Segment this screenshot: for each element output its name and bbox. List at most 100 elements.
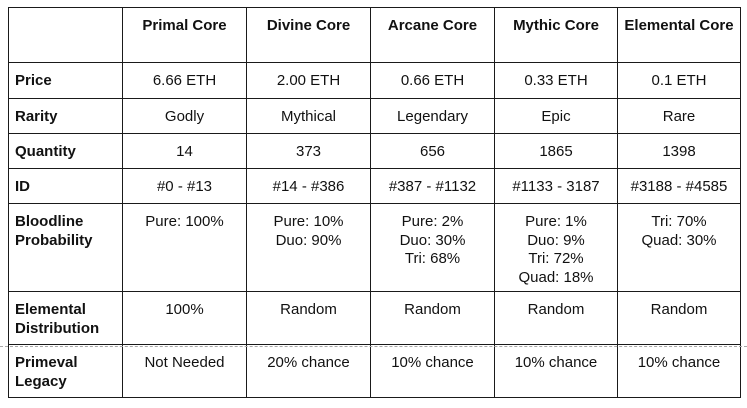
table-cell: Not Needed [122, 344, 247, 398]
cell-line: Rare [662, 108, 696, 125]
table-cell: Rare [617, 98, 741, 134]
table-cell: #387 - #1132 [370, 168, 495, 204]
table-cell: #0 - #13 [122, 168, 247, 204]
table-cell: 1398 [617, 133, 741, 169]
table-cell: Tri: 70% Quad: 30% [617, 203, 741, 292]
page-break-divider [0, 346, 747, 347]
table-row: Quantity 14 373 656 1865 1398 [8, 133, 741, 169]
cell-line: Not Needed [144, 354, 225, 371]
table-cell: 0.1 ETH [617, 62, 741, 99]
table-cell: Pure: 2% Duo: 30% Tri: 68% [370, 203, 495, 292]
table-row: Rarity Godly Mythical Legendary Epic Rare [8, 98, 741, 134]
cores-table: Primal Core Divine Core Arcane Core Myth… [8, 7, 741, 398]
cell-line: #3188 - #4585 [630, 178, 728, 195]
row-label: Quantity [8, 133, 123, 169]
table-cell: Pure: 1% Duo: 9% Tri: 72% Quad: 18% [494, 203, 618, 292]
cell-line: 10% chance [391, 354, 474, 371]
table-cell: Godly [122, 98, 247, 134]
table-cell: Random [617, 291, 741, 345]
table-cell: Pure: 100% [122, 203, 247, 292]
table-cell: Random [494, 291, 618, 345]
cell-line: Pure: 1% [525, 213, 587, 230]
cell-line: Tri: 72% [528, 250, 584, 267]
table-cell: Random [246, 291, 371, 345]
cell-line: Tri: 70% [651, 213, 707, 230]
cell-line: 6.66 ETH [152, 72, 217, 89]
header-mythic-core: Mythic Core [494, 7, 618, 63]
table-cell: #3188 - #4585 [617, 168, 741, 204]
cell-line: 10% chance [514, 354, 598, 371]
cell-line: Pure: 100% [145, 213, 224, 230]
cell-line: Duo: 90% [275, 231, 342, 249]
table-cell: Mythical [246, 98, 371, 134]
header-divine-core: Divine Core [246, 7, 371, 63]
table-cell: #14 - #386 [246, 168, 371, 204]
table-cell: #1133 - 3187 [494, 168, 618, 204]
cell-line: 1865 [539, 143, 573, 160]
cell-line: Duo: 30% [399, 231, 466, 249]
cell-line: Quad: 30% [641, 231, 717, 249]
row-label: Primeval Legacy [8, 344, 123, 398]
cell-line: Mythical [280, 108, 336, 125]
cell-line: 373 [295, 143, 322, 160]
row-label: Price [8, 62, 123, 99]
cell-line: 14 [176, 143, 193, 160]
table-row: Elemental Distribution 100% Random Random Ra… [8, 291, 741, 345]
cell-line: 656 [419, 143, 446, 160]
table-cell: 10% chance [617, 344, 741, 398]
cell-line: 0.33 ETH [524, 72, 588, 89]
cell-line: Random [404, 301, 461, 318]
header-corner [8, 7, 123, 63]
cell-line: 0.1 ETH [651, 72, 707, 89]
table-cell: Pure: 10% Duo: 90% [246, 203, 371, 292]
cell-line: #387 - #1132 [388, 178, 477, 195]
cell-line: 20% chance [267, 354, 350, 371]
header-primal-core: Primal Core [122, 7, 247, 63]
row-label: Rarity [8, 98, 123, 134]
cell-line: 1398 [662, 143, 696, 160]
cell-line: Random [527, 301, 585, 318]
cell-line: 0.66 ETH [400, 72, 465, 89]
cell-line: Duo: 9% [527, 231, 585, 249]
cell-line: #0 - #13 [156, 178, 213, 195]
table-body: Price 6.66 ETH 2.00 ETH 0.66 ETH 0.33 ETH 0.1… [8, 62, 741, 398]
table-cell: 20% chance [246, 344, 371, 398]
table-cell: 373 [246, 133, 371, 169]
table-row: Price 6.66 ETH 2.00 ETH 0.66 ETH 0.33 ETH 0.1… [8, 62, 741, 99]
cell-line: Tri: 68% [404, 250, 461, 267]
cell-line: Pure: 10% [273, 213, 344, 230]
cell-line: Godly [164, 108, 205, 125]
row-label: ID [8, 168, 123, 204]
row-label: Bloodline Probability [8, 203, 123, 292]
cell-line: 100% [165, 301, 204, 318]
table-row: Bloodline Probability Pure: 100% Pure: 10%… [8, 203, 741, 292]
table-cell: Legendary [370, 98, 495, 134]
table-cell: 0.66 ETH [370, 62, 495, 99]
cell-line: Epic [541, 108, 571, 125]
table-row: Primeval Legacy Not Needed 20% chance 10% c… [8, 344, 741, 398]
cell-line: Random [650, 301, 708, 318]
cell-line: #1133 - 3187 [512, 178, 600, 195]
cell-line: #14 - #386 [272, 178, 345, 195]
table-cell: 0.33 ETH [494, 62, 618, 99]
cell-line: 2.00 ETH [276, 72, 341, 89]
cell-line: 10% chance [637, 354, 721, 371]
table-cell: Epic [494, 98, 618, 134]
table-cell: 6.66 ETH [122, 62, 247, 99]
table-cell: 10% chance [370, 344, 495, 398]
table-cell: 1865 [494, 133, 618, 169]
table-cell: Random [370, 291, 495, 345]
header-arcane-core: Arcane Core [370, 7, 495, 63]
cell-line: Random [280, 301, 337, 318]
table-cell: 100% [122, 291, 247, 345]
header-row: Primal Core Divine Core Arcane Core Myth… [8, 7, 741, 63]
table-cell: 656 [370, 133, 495, 169]
cell-line: Quad: 18% [518, 268, 594, 286]
row-label: Elemental Distribution [8, 291, 123, 345]
table-cell: 10% chance [494, 344, 618, 398]
header-elemental-core: Elemental Core [617, 7, 741, 63]
table-row: ID #0 - #13 #14 - #386 #387 - #1132 #1133 - … [8, 168, 741, 204]
cell-line: Pure: 2% [401, 213, 464, 230]
table-cell: 14 [122, 133, 247, 169]
cell-line: Legendary [397, 108, 468, 125]
